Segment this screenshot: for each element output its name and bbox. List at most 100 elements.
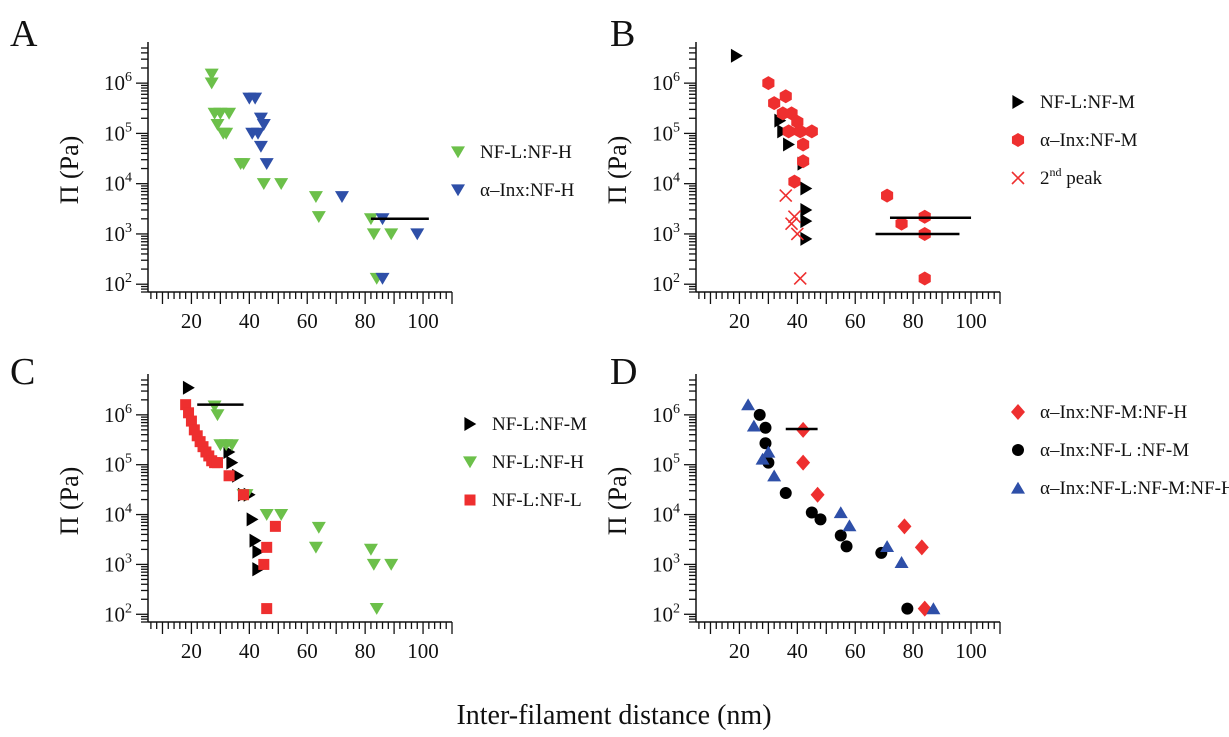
x-tick-label: 20 xyxy=(729,639,750,663)
data-point xyxy=(840,540,853,553)
data-point xyxy=(800,181,813,196)
x-tick-label: 100 xyxy=(407,639,439,663)
data-point xyxy=(782,124,795,139)
data-point xyxy=(800,231,813,246)
x-tick-label: 40 xyxy=(239,639,260,663)
data-point xyxy=(788,174,801,189)
x-tick-label: 80 xyxy=(355,639,376,663)
legend-marker xyxy=(1011,481,1025,494)
series-NF-L:NF-H xyxy=(207,400,399,615)
data-point xyxy=(366,228,381,241)
data-point xyxy=(183,407,195,419)
data-point xyxy=(881,188,894,203)
data-point xyxy=(236,158,251,170)
data-point xyxy=(761,445,776,458)
data-point xyxy=(901,602,914,615)
data-point xyxy=(805,124,818,139)
y-tick-label: 106 xyxy=(652,402,680,427)
data-point xyxy=(253,140,268,153)
data-point xyxy=(759,421,772,434)
data-point xyxy=(834,529,847,542)
data-point xyxy=(753,408,766,421)
data-point xyxy=(211,457,223,469)
data-point xyxy=(222,107,237,120)
legend-label: α–Inx:NF-L:NF-M:NF-H xyxy=(1040,478,1229,499)
legend-label: α–Inx:NF-M:NF-H xyxy=(1040,402,1187,423)
x-tick-label: 80 xyxy=(903,639,924,663)
data-point xyxy=(261,603,273,615)
series-α–Inx:NF-L :NF-M xyxy=(753,408,914,615)
legend-marker xyxy=(1011,133,1025,147)
data-point xyxy=(311,211,326,224)
legend-label: NF-L:NF-H xyxy=(492,452,584,473)
x-tick-label: 60 xyxy=(297,309,318,333)
data-point xyxy=(375,272,390,285)
data-point xyxy=(895,216,908,231)
data-point xyxy=(185,415,197,427)
y-tick-label: 104 xyxy=(652,171,680,196)
data-point xyxy=(797,137,810,152)
series-NF-L:NF-H xyxy=(204,68,399,285)
legend-marker xyxy=(1011,404,1025,420)
data-point xyxy=(779,189,793,203)
legend-label: α–Inx:NF-L :NF-M xyxy=(1040,440,1189,461)
x-tick-label: 20 xyxy=(729,309,750,333)
panels: A Π (Pa) 102 103 104 105 106 20 40 60 80 100 NF-L:NF… xyxy=(10,13,1229,663)
data-point xyxy=(253,112,268,125)
y-tick-label: 103 xyxy=(652,221,680,246)
series-α–Inx:NF-H xyxy=(242,92,425,285)
panel-letter: A xyxy=(10,13,38,55)
series-2nd peak xyxy=(779,189,807,286)
y-tick-label: 105 xyxy=(104,120,132,145)
data-point xyxy=(308,541,323,554)
data-point xyxy=(793,271,807,286)
data-point xyxy=(274,178,289,190)
y-tick-label: 103 xyxy=(652,551,680,576)
legend-label: α–Inx:NF-M xyxy=(1040,130,1138,151)
legend-label: 2nd peak xyxy=(1040,165,1103,189)
data-point xyxy=(269,520,281,532)
data-point xyxy=(384,558,399,571)
data-point xyxy=(779,89,792,104)
x-tick-label: 20 xyxy=(181,309,202,333)
x-tick-label: 100 xyxy=(955,639,987,663)
data-point xyxy=(810,486,825,503)
legend-label: NF-L:NF-L xyxy=(492,490,582,511)
data-point xyxy=(259,158,274,170)
data-point xyxy=(191,430,203,442)
legend-label: α–Inx:NF-H xyxy=(480,180,575,201)
y-tick-label: 103 xyxy=(104,551,132,576)
data-point xyxy=(188,424,200,436)
data-point xyxy=(790,227,804,241)
data-point xyxy=(366,558,381,571)
y-tick-label: 102 xyxy=(104,271,132,296)
data-point xyxy=(805,506,818,519)
data-point xyxy=(238,489,250,501)
data-point xyxy=(410,228,425,241)
legend-marker xyxy=(1011,171,1025,185)
data-point xyxy=(768,96,781,111)
legend-marker xyxy=(463,456,477,469)
data-point xyxy=(897,518,912,535)
series-α–Inx:NF-M xyxy=(762,76,931,286)
data-point xyxy=(755,452,770,465)
legend-marker xyxy=(1012,444,1024,456)
data-point xyxy=(784,217,799,231)
data-point xyxy=(926,602,941,615)
data-point xyxy=(210,409,225,422)
legend-label: NF-L:NF-M xyxy=(492,414,587,435)
data-point xyxy=(204,68,219,81)
x-tick-label: 60 xyxy=(845,309,866,333)
x-tick-label: 80 xyxy=(355,309,376,333)
data-point xyxy=(182,380,195,395)
legend-marker xyxy=(464,417,477,431)
data-point xyxy=(783,137,795,152)
y-tick-label: 104 xyxy=(104,502,132,527)
data-point xyxy=(252,544,265,559)
y-axis-label: Π (Pa) xyxy=(603,467,632,536)
data-point xyxy=(730,48,743,63)
data-point xyxy=(219,127,234,140)
y-tick-label: 105 xyxy=(652,120,680,145)
y-axis-label: Π (Pa) xyxy=(55,467,84,536)
data-point xyxy=(204,77,219,90)
